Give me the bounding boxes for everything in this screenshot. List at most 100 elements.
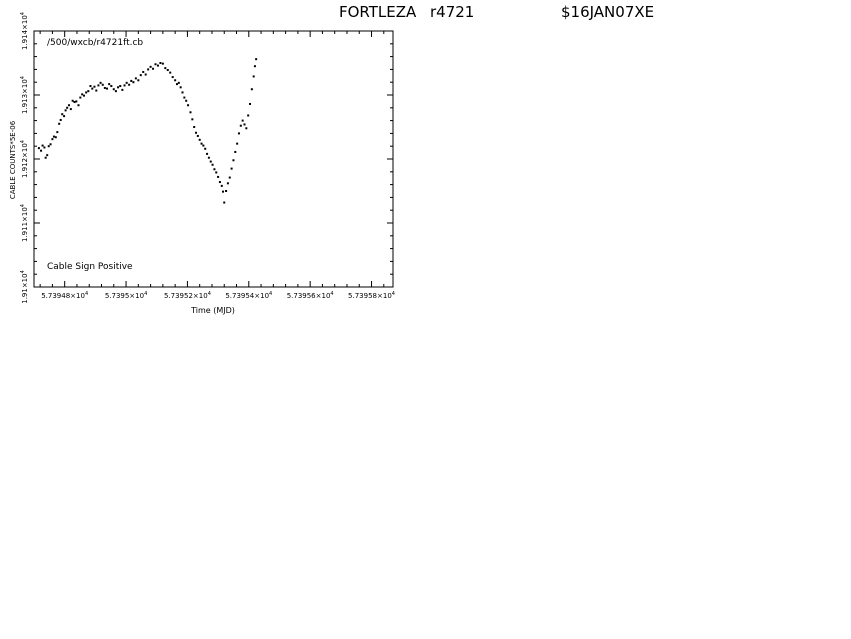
data-point: [177, 81, 180, 84]
data-point: [69, 108, 72, 111]
data-point: [252, 75, 255, 78]
data-point: [253, 65, 256, 68]
data-point: [243, 123, 246, 126]
data-point: [169, 71, 172, 74]
data-point: [139, 74, 142, 77]
data-point: [171, 76, 174, 79]
data-point: [223, 201, 226, 204]
data-point: [249, 102, 252, 105]
data-point: [101, 83, 104, 86]
data-point: [47, 145, 50, 148]
data-point: [123, 84, 126, 87]
data-point: [217, 175, 220, 178]
header-run: r4721: [430, 3, 475, 21]
data-point: [41, 144, 44, 147]
x-tick-label: 5.73956×104: [287, 291, 334, 300]
data-point: [250, 88, 253, 91]
data-point: [147, 68, 150, 71]
data-point: [56, 131, 59, 134]
data-point: [202, 144, 205, 147]
data-point: [183, 96, 186, 99]
header-session: $16JAN07XE: [561, 3, 655, 21]
data-point: [81, 93, 84, 96]
y-axis-label: CABLE COUNTS*5E-06: [9, 120, 17, 199]
data-point: [108, 83, 111, 86]
x-tick-label: 5.73954×104: [225, 291, 272, 300]
data-point: [222, 190, 225, 193]
y-axis: 1.91×104 1.911×104 1.912×104 1.913×104 1.914…: [20, 12, 393, 304]
data-point: [198, 138, 201, 141]
data-point: [149, 65, 152, 68]
file-label: /500/wxcb/r4721ft.cb: [47, 38, 143, 48]
y-tick-label: 1.91×104: [20, 270, 29, 304]
data-point: [87, 90, 90, 93]
data-point: [159, 62, 162, 64]
data-point: [117, 86, 120, 89]
data-point: [225, 190, 228, 192]
data-point: [164, 67, 167, 70]
data-point: [154, 63, 157, 66]
data-point: [52, 135, 55, 138]
y-tick-label: 1.913×104: [20, 76, 29, 114]
y-tick-label: 1.911×104: [20, 204, 29, 242]
data-point: [191, 118, 194, 121]
data-point: [112, 88, 115, 91]
x-tick-label: 5.7395×104: [105, 291, 147, 300]
data-point: [156, 64, 159, 67]
data-point: [207, 156, 210, 159]
data-point: [232, 159, 235, 162]
x-tick-label: 5.73948×104: [41, 291, 88, 300]
data-point: [91, 87, 94, 90]
data-point: [220, 184, 223, 187]
data-point: [179, 86, 182, 89]
data-point: [132, 81, 135, 84]
data-points: [37, 58, 258, 204]
data-point: [185, 99, 188, 102]
data-point: [175, 83, 178, 86]
data-point: [134, 77, 137, 80]
data-point: [142, 70, 145, 73]
data-point: [130, 79, 133, 82]
data-point: [44, 156, 47, 159]
data-point: [161, 62, 164, 65]
data-point: [245, 127, 248, 130]
data-point: [166, 69, 169, 72]
data-point: [40, 149, 43, 152]
data-point: [83, 94, 86, 97]
data-point: [237, 132, 240, 135]
data-point: [54, 136, 57, 139]
plot-frame: [33, 30, 394, 288]
x-tick-label: 5.73952×104: [164, 291, 211, 300]
data-point: [230, 167, 233, 170]
data-point: [59, 118, 62, 121]
data-point: [114, 90, 117, 93]
data-point: [181, 91, 184, 94]
x-axis: 5.73948×104 5.7395×104 5.73952×104 5.73954×…: [39, 31, 395, 300]
data-point: [200, 142, 203, 145]
data-point: [79, 96, 82, 99]
data-point: [241, 119, 244, 122]
x-axis-label: Time (MJD): [190, 306, 235, 315]
data-point: [58, 122, 61, 125]
data-point: [218, 181, 221, 184]
data-point: [89, 85, 92, 88]
data-point: [66, 106, 69, 109]
data-point: [213, 168, 216, 171]
data-point: [49, 143, 52, 146]
data-point: [119, 85, 122, 88]
data-point: [121, 88, 124, 91]
data-point: [85, 91, 88, 94]
data-point: [61, 113, 64, 116]
data-point: [236, 142, 239, 145]
y-tick-label: 1.912×104: [20, 140, 29, 178]
data-point: [73, 101, 76, 104]
annotation-label: Cable Sign Positive: [47, 262, 133, 272]
data-point: [63, 115, 66, 118]
data-point: [106, 87, 109, 90]
data-point: [110, 85, 113, 88]
data-point: [46, 154, 49, 157]
data-point: [97, 84, 100, 87]
data-point: [174, 79, 177, 82]
data-point: [64, 109, 67, 112]
